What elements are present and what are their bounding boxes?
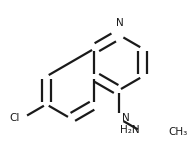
Text: N: N xyxy=(122,113,129,123)
Text: H₂N: H₂N xyxy=(120,125,140,135)
Text: N: N xyxy=(116,18,124,28)
Text: Cl: Cl xyxy=(10,113,20,123)
Text: CH₃: CH₃ xyxy=(169,127,188,137)
